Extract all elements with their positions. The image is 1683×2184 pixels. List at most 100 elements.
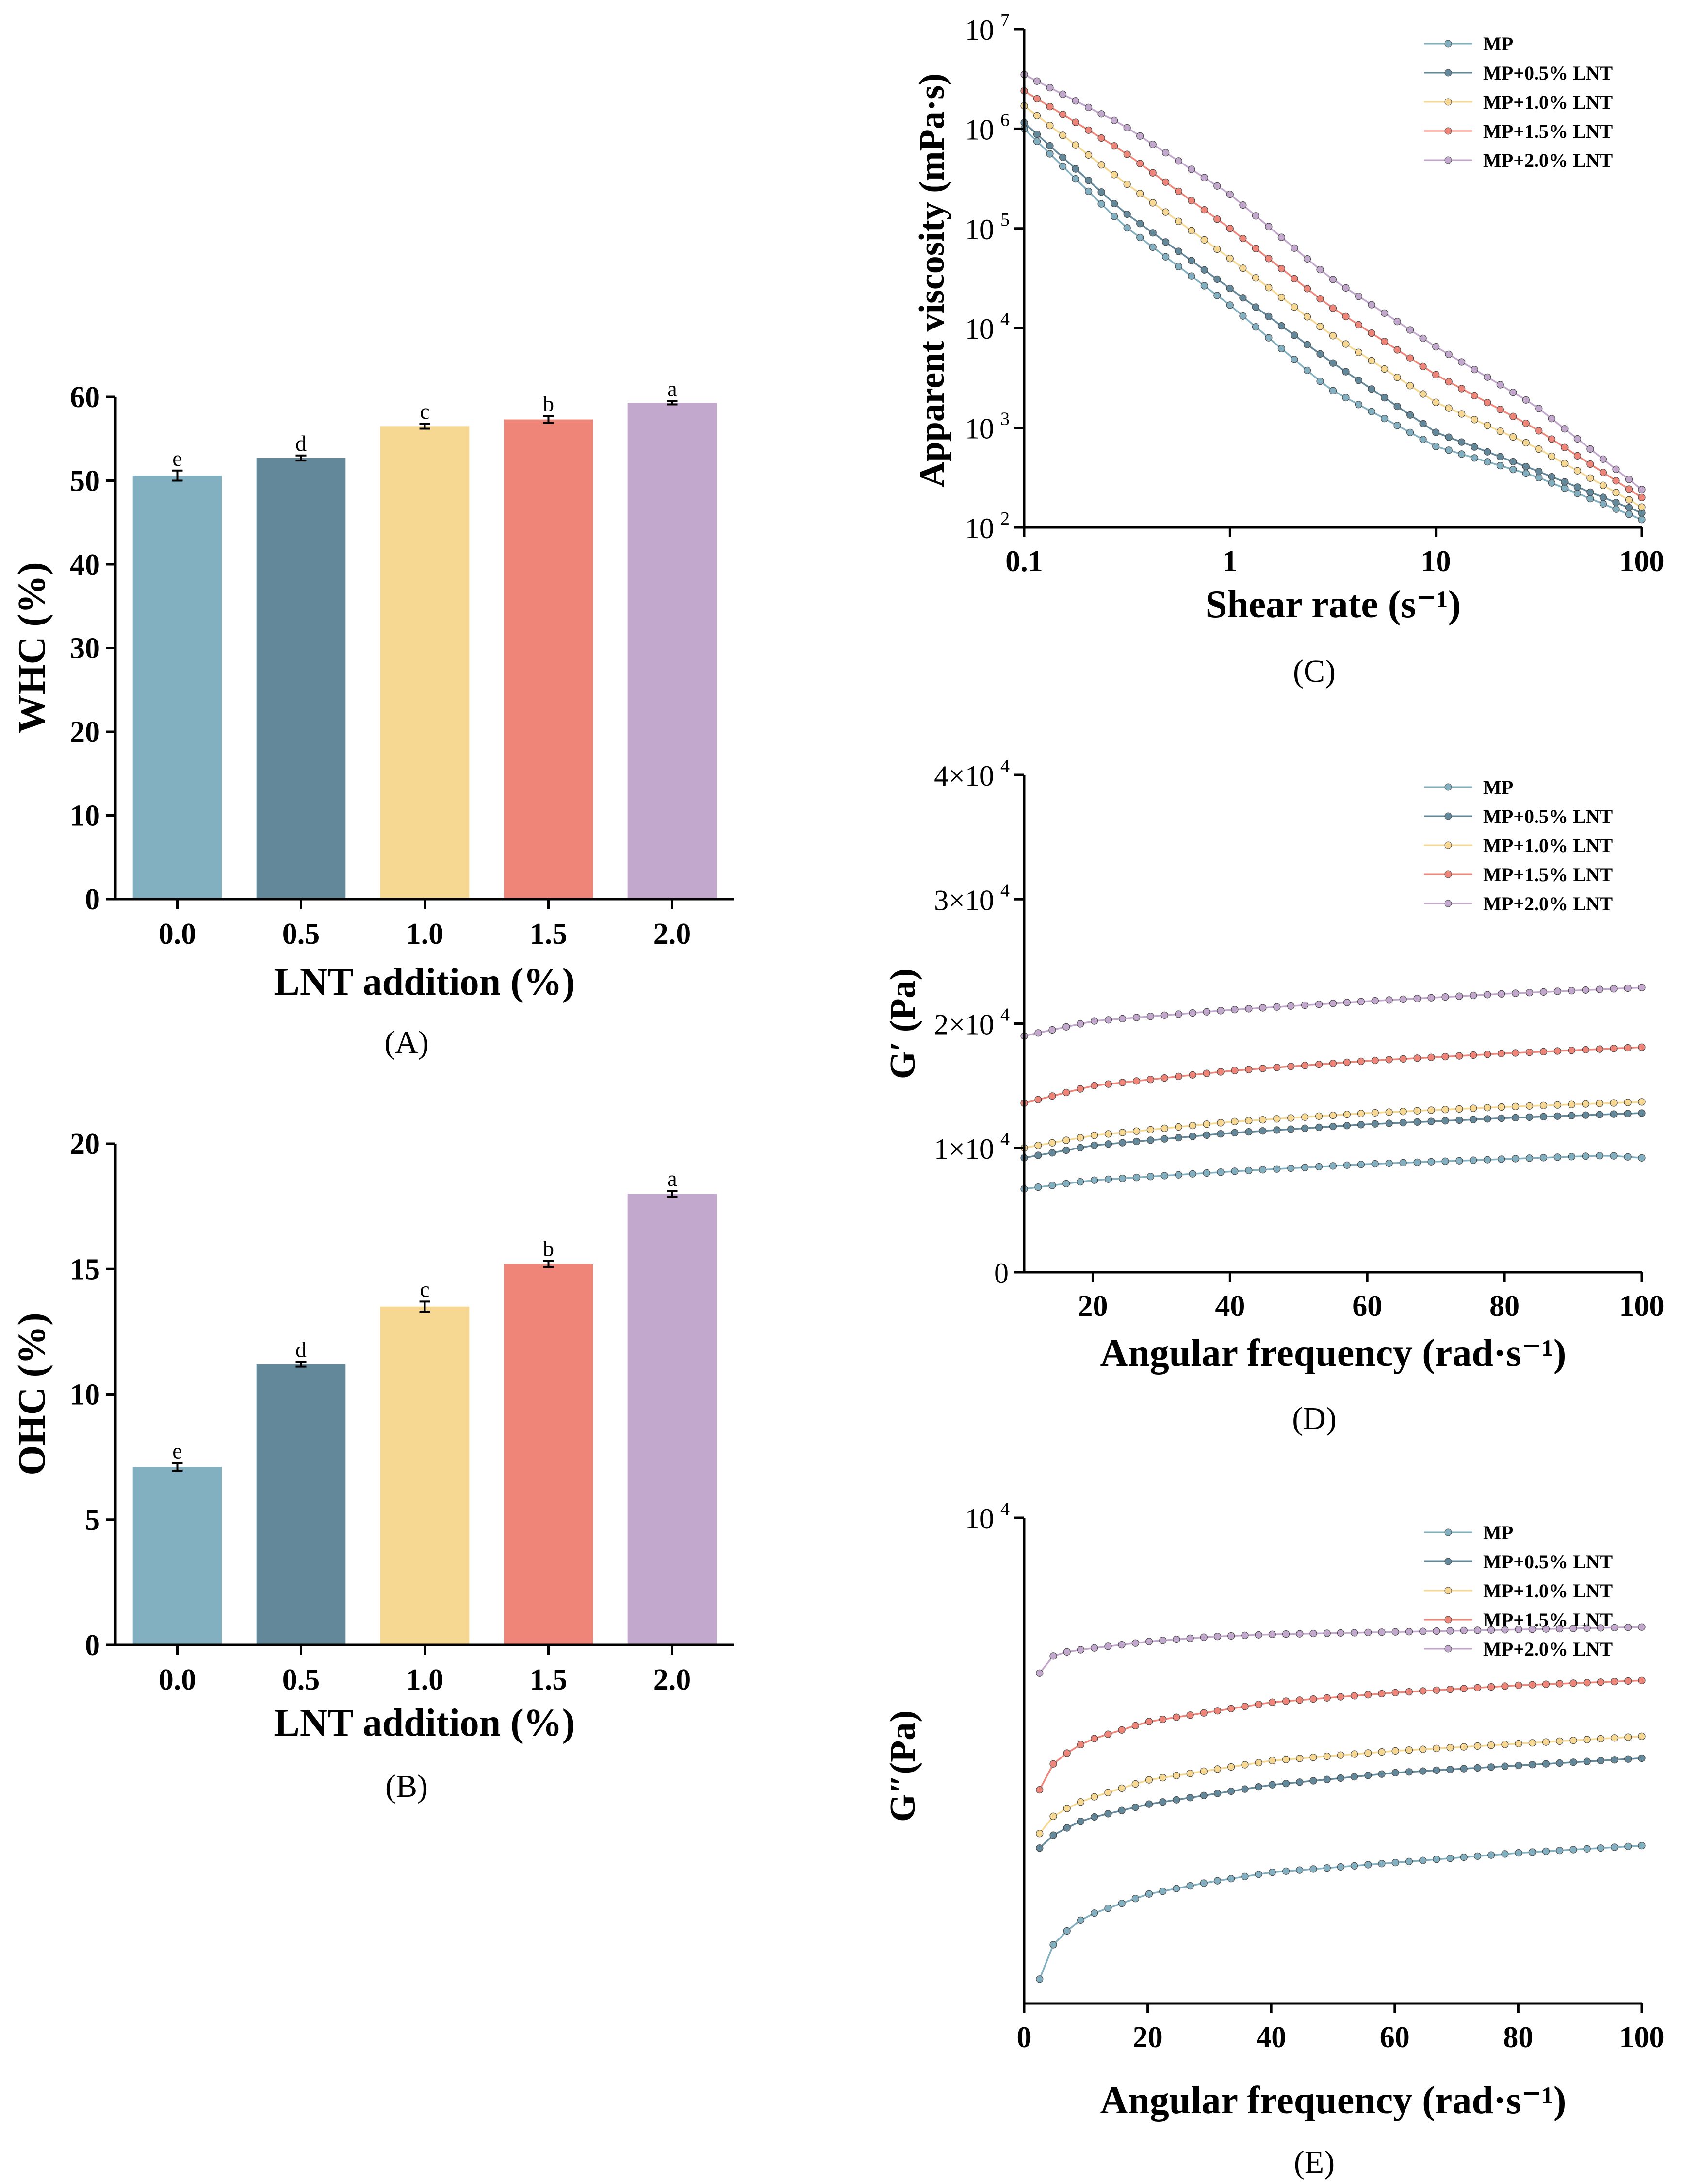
data-point xyxy=(1329,1000,1337,1007)
data-point xyxy=(1329,359,1337,367)
y-tick-label: 3×10 xyxy=(934,884,994,916)
data-point xyxy=(1391,1859,1399,1867)
data-point xyxy=(1203,1008,1210,1016)
panel-a-y-axis-title: WHC (%) xyxy=(11,562,53,733)
data-point xyxy=(1159,1774,1167,1782)
y-tick-label: 1×10 xyxy=(934,1133,994,1165)
legend-marker xyxy=(1444,1558,1452,1565)
data-point xyxy=(1525,1049,1534,1056)
data-point xyxy=(1501,1682,1509,1690)
data-point xyxy=(1625,510,1633,518)
data-point xyxy=(1351,1862,1358,1870)
bar-2.0 xyxy=(627,1194,717,1645)
data-point xyxy=(1265,312,1273,320)
data-point xyxy=(1118,1139,1127,1147)
data-point xyxy=(1561,484,1569,492)
data-point xyxy=(1445,446,1453,454)
data-point xyxy=(1323,1864,1331,1872)
data-point xyxy=(1582,986,1589,994)
data-point xyxy=(1509,433,1517,441)
data-point xyxy=(1186,1634,1194,1642)
data-point xyxy=(1455,1105,1463,1113)
data-point xyxy=(1203,1131,1210,1139)
data-point xyxy=(1553,1112,1561,1120)
data-point xyxy=(1512,989,1520,997)
data-point xyxy=(1287,1114,1295,1122)
data-point xyxy=(1399,1055,1407,1063)
data-point xyxy=(1638,493,1646,501)
data-point xyxy=(1371,1056,1379,1065)
bar-1.0 xyxy=(380,426,470,899)
bar-1.0 xyxy=(380,1306,470,1645)
data-point xyxy=(1049,1812,1057,1820)
legend-label: MP+0.5% LNT xyxy=(1483,805,1613,827)
data-point xyxy=(1291,356,1298,363)
data-point xyxy=(1048,1149,1056,1157)
data-point xyxy=(1226,254,1234,263)
y-tick-label-base: 10 xyxy=(965,14,994,46)
data-point xyxy=(1611,1843,1618,1851)
data-point xyxy=(1512,1102,1520,1110)
data-point xyxy=(1364,1772,1372,1779)
data-point xyxy=(1072,165,1079,173)
legend-label: MP+1.5% LNT xyxy=(1483,1609,1613,1631)
data-point xyxy=(1455,1157,1463,1165)
data-point xyxy=(1413,995,1421,1002)
y-tick-label-exponent: 4 xyxy=(1000,880,1010,901)
data-point xyxy=(1062,1180,1070,1187)
data-point xyxy=(1611,1734,1618,1742)
data-point xyxy=(1638,503,1646,511)
legend-marker xyxy=(1444,156,1452,164)
data-point xyxy=(1342,340,1350,348)
data-point xyxy=(1136,132,1144,140)
data-point xyxy=(1391,1689,1399,1696)
data-point xyxy=(1277,345,1285,353)
legend-marker xyxy=(1444,1587,1452,1594)
data-point xyxy=(1638,1623,1646,1631)
significance-letter: a xyxy=(667,377,677,401)
data-point xyxy=(1385,1108,1393,1116)
data-point xyxy=(1484,1156,1491,1164)
data-point xyxy=(1484,398,1491,407)
data-point xyxy=(1175,187,1182,195)
y-tick-label: 10 xyxy=(70,800,100,833)
data-point xyxy=(1282,1756,1290,1763)
data-point xyxy=(1239,264,1247,272)
data-point xyxy=(1515,1849,1522,1857)
data-point xyxy=(1446,1744,1454,1752)
data-point xyxy=(1329,304,1337,312)
data-point xyxy=(1496,381,1504,389)
data-point xyxy=(1582,1111,1589,1119)
data-point xyxy=(1091,1141,1098,1149)
data-point xyxy=(1077,1134,1084,1142)
x-tick-label: 0.0 xyxy=(159,1663,196,1696)
data-point xyxy=(1329,276,1337,283)
data-point xyxy=(1162,253,1170,261)
data-point xyxy=(1162,238,1170,246)
panel-a-x-ticks: 0.0 0.5 1.0 1.5 2.0 xyxy=(159,899,691,951)
data-point xyxy=(1368,329,1375,337)
data-point xyxy=(1091,1735,1098,1742)
data-point xyxy=(1188,272,1195,280)
data-point xyxy=(1364,1861,1372,1869)
bar-0.5 xyxy=(256,1364,346,1645)
data-point xyxy=(1273,1115,1281,1123)
data-point xyxy=(1239,201,1247,209)
data-point xyxy=(1433,1856,1440,1863)
legend-label: MP+2.0% LNT xyxy=(1483,893,1613,915)
data-point xyxy=(1484,1115,1491,1123)
legend-label: MP xyxy=(1483,33,1513,55)
data-point xyxy=(1036,1669,1044,1677)
data-point xyxy=(1501,1741,1509,1748)
data-point xyxy=(1213,182,1221,190)
data-point xyxy=(1036,1975,1044,1983)
data-point xyxy=(1351,1773,1358,1781)
data-point xyxy=(1245,1117,1253,1125)
data-point xyxy=(1296,1866,1304,1874)
x-tick-label: 0.5 xyxy=(282,1663,320,1696)
data-point xyxy=(1118,1079,1127,1086)
data-point xyxy=(1226,284,1234,293)
data-point xyxy=(1241,1785,1249,1793)
data-point xyxy=(1309,1754,1317,1761)
data-point xyxy=(1217,1119,1225,1127)
